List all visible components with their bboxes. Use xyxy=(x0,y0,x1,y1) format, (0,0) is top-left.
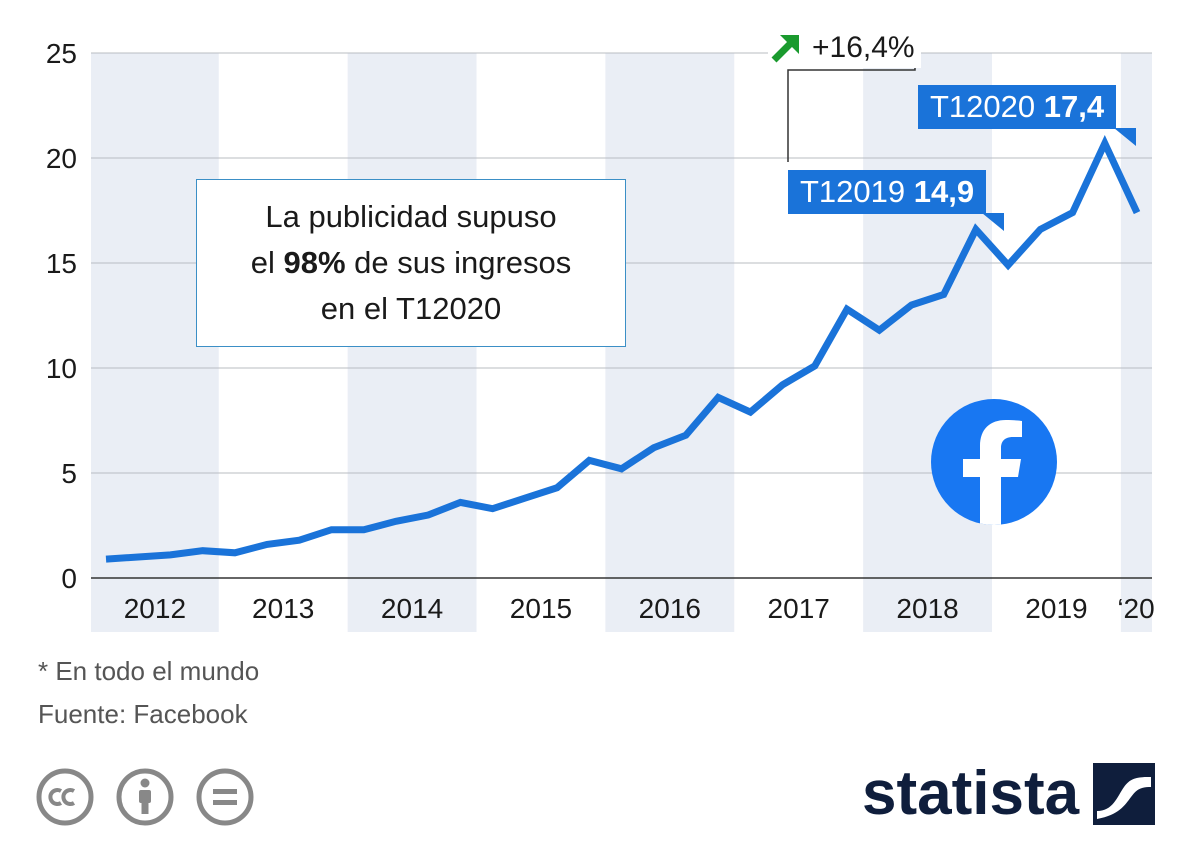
attribution-icon[interactable] xyxy=(116,768,174,826)
x-tick-label: 2016 xyxy=(639,593,701,624)
no-derivatives-icon[interactable] xyxy=(196,768,254,826)
callout-q1-2020-label: T12020 xyxy=(930,89,1036,124)
note-line-2-post: de sus ingresos xyxy=(345,245,572,280)
note-line-3: en el T12020 xyxy=(320,291,502,326)
statista-mark-icon xyxy=(1093,762,1156,825)
growth-label: +16,4% xyxy=(768,28,921,68)
x-tick-label: 2013 xyxy=(252,593,314,624)
series-line-group xyxy=(105,134,1141,563)
callout-q1-2019-pointer xyxy=(982,213,1004,231)
callout-q1-2019-value: 14,9 xyxy=(913,174,975,209)
callout-q1-2020-pointer xyxy=(1114,128,1136,146)
callout-q1-2020-value: 17,4 xyxy=(1043,89,1105,124)
x-tick-label: 2015 xyxy=(510,593,572,624)
callout-q1-2020: T12020 17,4 xyxy=(918,85,1117,129)
x-tick-label: ‘20 xyxy=(1117,593,1154,624)
y-axis-ticks: 0 5 10 15 20 25 xyxy=(46,38,77,594)
note-highlight: 98% xyxy=(283,245,346,280)
year-band xyxy=(605,53,735,632)
callout-q1-2019: T12019 14,9 xyxy=(788,170,987,214)
facebook-icon xyxy=(931,399,1057,525)
y-tick-label: 15 xyxy=(46,248,77,279)
note-line-2: el 98% de sus ingresos xyxy=(251,240,572,286)
year-band xyxy=(1120,53,1152,632)
growth-value: +16,4% xyxy=(812,31,915,64)
footnote: * En todo el mundo xyxy=(38,656,260,686)
y-tick-label: 20 xyxy=(46,143,77,174)
x-axis-ticks: 2012 2013 2014 2015 2016 2017 2018 2019 ‘20 xyxy=(124,593,1155,624)
note-line-2-pre: el xyxy=(250,245,284,280)
y-tick-label: 10 xyxy=(46,353,77,384)
callout-q1-2019-label: T12019 xyxy=(800,174,906,209)
brand-logo: statista xyxy=(862,758,1156,829)
brand-name: statista xyxy=(862,759,1080,828)
license-icons xyxy=(36,768,254,826)
year-band xyxy=(863,53,993,632)
y-tick-label: 0 xyxy=(61,563,77,594)
source-line: Fuente: Facebook xyxy=(38,699,248,729)
arrow-up-right-icon xyxy=(771,35,799,63)
note-line-1: La publicidad supuso xyxy=(265,199,557,234)
x-tick-label: 2018 xyxy=(896,593,958,624)
cc-icon[interactable] xyxy=(36,768,94,826)
x-tick-label: 2019 xyxy=(1025,593,1087,624)
x-tick-label: 2014 xyxy=(381,593,443,624)
annotation-note: La publicidad supuso el 98% de sus ingre… xyxy=(196,179,626,347)
x-tick-label: 2017 xyxy=(768,593,830,624)
y-tick-label: 25 xyxy=(46,38,77,69)
x-tick-label: 2012 xyxy=(124,593,186,624)
y-tick-label: 5 xyxy=(61,458,77,489)
